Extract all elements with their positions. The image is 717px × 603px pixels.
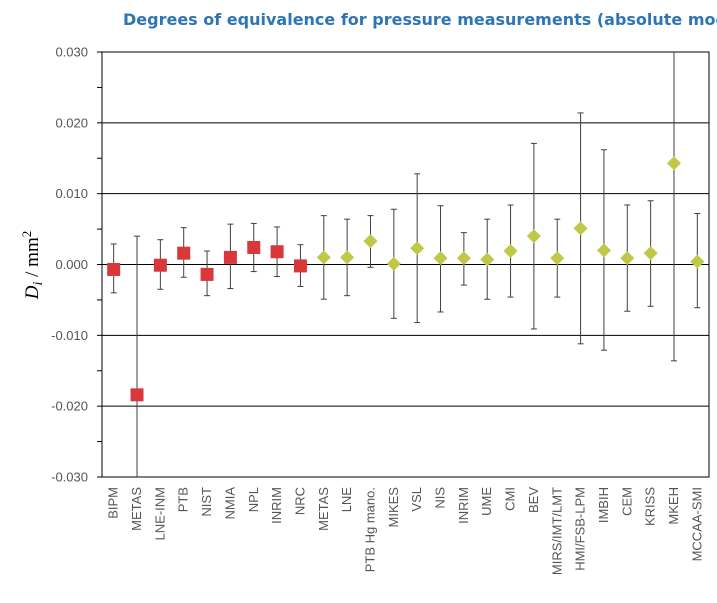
diamond-marker (596, 243, 611, 258)
x-tick-label: NPL (246, 487, 261, 512)
data-markers (107, 156, 705, 402)
x-tick-label: KRISS (643, 487, 658, 526)
square-marker (247, 241, 261, 254)
x-tick-label: METAS (316, 487, 331, 531)
diamond-marker (480, 252, 495, 267)
x-tick-label: PTB (176, 487, 191, 512)
square-marker (107, 262, 121, 276)
x-tick-label: LNE-INM (152, 487, 167, 540)
diamond-marker (643, 246, 658, 261)
diamond-marker (363, 234, 378, 249)
x-tick-label: UME (479, 487, 494, 516)
axes (97, 51, 710, 478)
x-tick-labels: BIPM METAS LNE-INM PTB NIST NMIA NPL INRIM NRC ME… (106, 487, 705, 575)
x-tick-label: CEM (619, 487, 634, 516)
x-tick-label: VSL (409, 487, 424, 512)
chart-title: Degrees of equivalence for pressure meas… (123, 10, 717, 29)
gridlines (102, 51, 709, 478)
diamond-marker (316, 250, 331, 265)
diamond-marker (550, 251, 565, 266)
square-marker (177, 246, 191, 260)
y-tick-label: -0.030 (51, 470, 88, 485)
x-tick-label: METAS (129, 487, 144, 531)
x-tick-label: HMI/FSB-LPM (573, 487, 588, 571)
x-tick-label: NMIA (222, 487, 237, 520)
square-marker (200, 267, 214, 281)
x-tick-label: BEV (526, 487, 541, 513)
square-marker (293, 259, 307, 273)
x-tick-label: NRC (292, 487, 307, 515)
error-bars (110, 52, 701, 477)
diamond-marker (690, 254, 705, 269)
x-tick-label: BIPM (106, 487, 121, 519)
diamond-marker (573, 221, 588, 236)
y-tick-label: -0.010 (51, 328, 88, 343)
square-marker (153, 258, 167, 272)
diamond-marker (666, 156, 681, 171)
x-tick-label: MCCAA-SMI (689, 487, 704, 561)
diamond-marker (433, 251, 448, 266)
square-marker (223, 250, 237, 264)
y-axis-label: Di / mm2 (19, 231, 46, 300)
y-tick-label: 0.000 (55, 257, 88, 272)
x-tick-label: MIKES (386, 487, 401, 528)
diamond-marker (386, 256, 401, 271)
diamond-marker (503, 244, 518, 259)
x-tick-label: IMBIH (596, 487, 611, 523)
y-tick-label: 0.020 (55, 115, 88, 130)
diamond-marker (620, 251, 635, 266)
x-tick-label: LNE (339, 487, 354, 513)
y-tick-label: 0.030 (55, 45, 88, 60)
diamond-marker (340, 250, 355, 265)
x-tick-label: INRIM (456, 487, 471, 524)
y-tick-label: -0.020 (51, 399, 88, 414)
x-tick-label: NIST (199, 487, 214, 517)
y-tick-labels: 0.030 0.020 0.010 0.000 -0.010 -0.020 -0.030 (51, 45, 88, 485)
x-tick-label: INRIM (269, 487, 284, 524)
diamond-marker (526, 229, 541, 244)
diamond-marker (410, 241, 425, 256)
x-tick-label: NIS (433, 487, 448, 509)
y-tick-label: 0.010 (55, 186, 88, 201)
diamond-marker (456, 251, 471, 266)
plot-border (101, 51, 710, 478)
square-marker (130, 388, 144, 402)
x-tick-label: CMI (503, 487, 518, 511)
x-tick-label: PTB Hg mano. (362, 487, 377, 572)
x-tick-label: MKEH (666, 487, 681, 525)
x-tick-label: MIRS/IMT/LMT (549, 487, 564, 575)
square-marker (270, 245, 284, 259)
